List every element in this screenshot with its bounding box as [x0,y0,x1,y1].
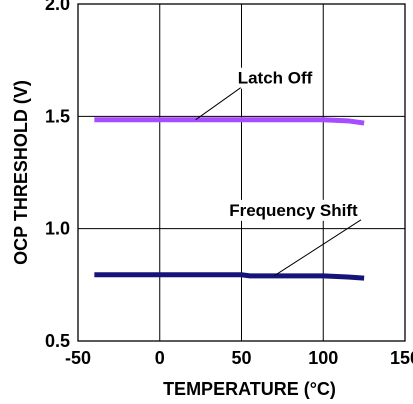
y-axis-title: OCP THRESHOLD (V) [11,80,31,265]
series-layer [94,117,365,281]
plot-frame [77,3,406,342]
x-tick-label: -50 [65,348,91,368]
grid-layer [78,4,405,341]
annotation-label: Frequency Shift [229,201,358,220]
annotation-background [225,199,363,221]
x-tick-label: 50 [231,348,251,368]
series-line-1 [94,272,365,281]
annotation-layer: Latch Off Frequency Shift [195,67,363,277]
annotation-leader-line [273,219,362,277]
series-line-0 [94,117,365,126]
x-tick-label: 100 [308,348,338,368]
annotation-leader-line [195,87,242,121]
annotation-background [233,67,317,89]
y-tick-label: 1.5 [45,106,70,126]
tick-label-layer: -50 0 50 100 150 0.5 1.0 1.5 2.0 [45,0,413,368]
y-tick-label: 2.0 [45,0,70,14]
annotation-label: Latch Off [238,69,313,88]
x-tick-label: 0 [155,348,165,368]
x-tick-label: 150 [390,348,413,368]
y-tick-label: 0.5 [45,331,70,351]
x-axis-title: TEMPERATURE (°C) [163,379,336,399]
y-tick-label: 1.0 [45,219,70,239]
